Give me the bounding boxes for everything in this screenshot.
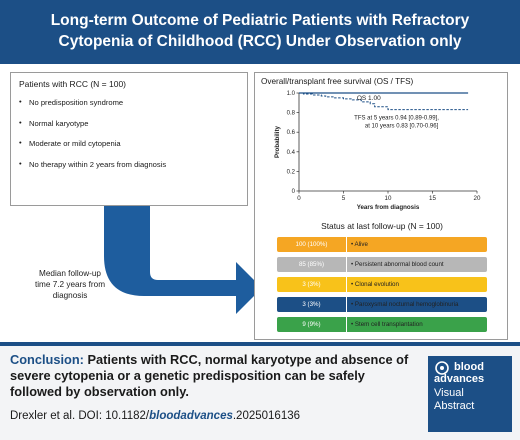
followup-line3: diagnosis <box>52 291 88 300</box>
citation-journal: bloodadvances <box>149 410 233 422</box>
criteria-list: No predisposition syndrome Normal karyot… <box>19 97 239 169</box>
status-row-stem-cell-transplantation: 9 (9%) Stem cell transplantation <box>277 317 487 332</box>
y-tick-label: 0 <box>292 189 296 195</box>
y-tick-label: 1.0 <box>287 91 296 97</box>
status-count: 85 (85%) <box>277 257 347 272</box>
header-title-line2: Cytopenia of Childhood (RCC) Under Obser… <box>58 33 462 50</box>
status-row-alive: 100 (100%) Alive <box>277 237 487 252</box>
y-tick-label: 0.4 <box>287 150 296 156</box>
header-title-line1: Long-term Outcome of Pediatric Patients … <box>50 12 470 29</box>
status-label: Paroxysmal nocturnal hemoglobinuria <box>347 297 487 312</box>
x-axis-label: Years from diagnosis <box>357 204 420 211</box>
tfs-series-label-line1: TFS at 5 years 0.94 [0.89-0.99], <box>354 115 439 121</box>
status-label: Persistent abnormal blood count <box>347 257 487 272</box>
conclusion-label: Conclusion: <box>10 352 84 367</box>
logo-word-abstract: Abstract <box>434 400 475 412</box>
header-banner: Long-term Outcome of Pediatric Patients … <box>0 0 520 64</box>
citation-suffix: .2025016136 <box>232 410 301 422</box>
results-panel: Overall/transplant free survival (OS / T… <box>254 72 508 340</box>
followup-line2: time 7.2 years from <box>34 280 106 289</box>
y-tick-label: 0.8 <box>287 111 296 117</box>
followup-line1: Median follow-up <box>39 269 101 278</box>
tfs-series-label-line2: at 10 years 0.83 [0.70-0.96] <box>365 123 439 129</box>
blood-drop-icon <box>435 361 449 375</box>
os-series-label: OS 1.00 <box>357 95 381 102</box>
status-count: 3 (3%) <box>277 297 347 312</box>
status-count: 3 (3%) <box>277 277 347 292</box>
tfs-series-line <box>299 92 469 111</box>
x-tick-label: 10 <box>385 195 392 202</box>
status-row-pnh: 3 (3%) Paroxysmal nocturnal hemoglobinur… <box>277 297 487 312</box>
followup-note: Median follow-up time 7.2 years from dia… <box>20 268 120 301</box>
y-axis-label: Probability <box>274 125 281 158</box>
x-tick-label: 15 <box>429 195 436 202</box>
citation[interactable]: Drexler et al. DOI: 10.1182/bloodadvance… <box>10 410 410 422</box>
x-tick-label: 20 <box>474 195 481 202</box>
status-row-abnormal-blood-count: 85 (85%) Persistent abnormal blood count <box>277 257 487 272</box>
criteria-title: Patients with RCC (N = 100) <box>19 79 126 89</box>
journal-logo: blood advances Visual Abstract <box>428 356 512 432</box>
status-label: Clonal evolution <box>347 277 487 292</box>
chart-title: Overall/transplant free survival (OS / T… <box>261 77 414 86</box>
status-row-clonal-evolution: 3 (3%) Clonal evolution <box>277 277 487 292</box>
status-label: Stem cell transplantation <box>347 317 487 332</box>
logo-word-advances: advances <box>434 373 485 385</box>
criteria-item: Normal karyotype <box>19 118 239 128</box>
status-title: Status at last follow-up (N = 100) <box>321 221 443 231</box>
criteria-item: No predisposition syndrome <box>19 97 239 107</box>
criteria-box: Patients with RCC (N = 100) No predispos… <box>10 72 248 206</box>
status-label: Alive <box>347 237 487 252</box>
citation-prefix: Drexler et al. DOI: 10.1182/ <box>10 410 150 422</box>
x-tick-label: 5 <box>342 195 346 202</box>
logo-word-visual: Visual <box>434 387 464 399</box>
status-count: 100 (100%) <box>277 237 347 252</box>
criteria-item: Moderate or mild cytopenia <box>19 138 239 148</box>
logo-word-blood: blood <box>454 361 484 373</box>
status-count: 9 (9%) <box>277 317 347 332</box>
x-tick-label: 0 <box>297 195 301 202</box>
criteria-item: No therapy within 2 years from diagnosis <box>19 159 239 169</box>
y-tick-label: 0.6 <box>287 130 296 136</box>
conclusion-text-block: Conclusion: Patients with RCC, normal ka… <box>10 352 410 400</box>
conclusion-text: Patients with RCC, normal karyotype and … <box>10 352 409 399</box>
survival-chart: 0 5 10 15 20 0 0.2 0.4 0.6 0.8 1.0 OS 1.00 TFS at… <box>274 91 481 211</box>
y-tick-label: 0.2 <box>287 169 296 175</box>
